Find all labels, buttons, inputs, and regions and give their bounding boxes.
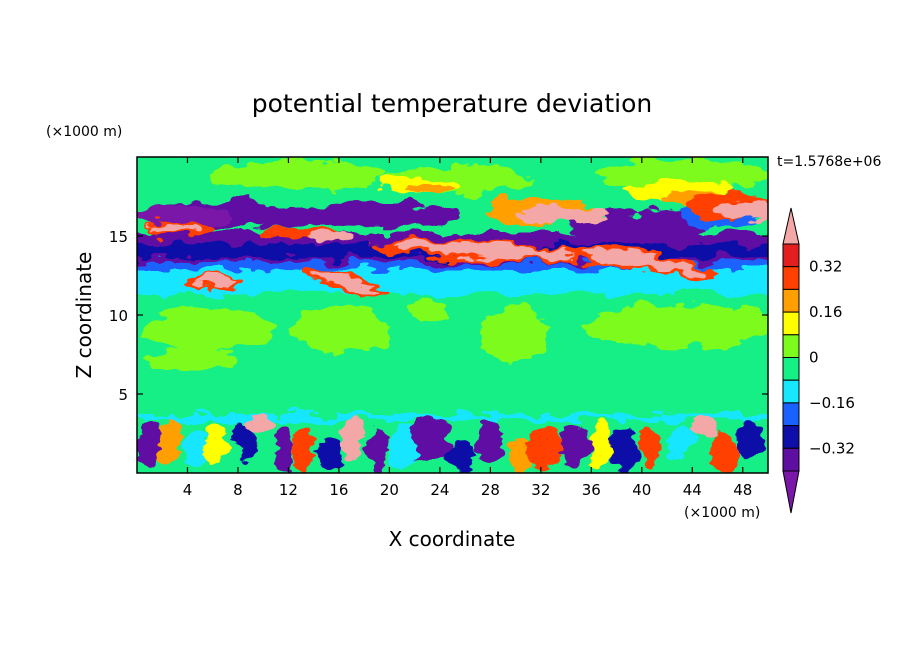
contour-blob (233, 420, 257, 460)
contour-blob (310, 270, 380, 294)
colorbar-segment (782, 402, 800, 427)
contour-blob (715, 200, 768, 220)
contour-band (137, 414, 768, 422)
contour-blob (585, 303, 768, 347)
x-axis-ticks: 4 8 12 16 20 24 28 32 36 40 44 48 (183, 157, 752, 499)
colorbar-segment (782, 311, 800, 336)
contour-band (137, 262, 768, 272)
x-tick-label: 12 (279, 481, 298, 499)
contour-blob (410, 298, 450, 322)
contour-blob (640, 430, 660, 470)
x-tick-label: 28 (481, 481, 500, 499)
colorbar-segment (782, 243, 800, 268)
x-tick-label: 32 (531, 481, 550, 499)
contour-blob (408, 183, 452, 193)
contour-blob (390, 241, 580, 259)
x-tick-label: 24 (430, 481, 449, 499)
colorbar-segment (782, 334, 800, 358)
colorbar-tick-label: −0.16 (809, 394, 855, 412)
contour-blob (561, 423, 589, 467)
y-axis-ticks: 5 10 15 (109, 228, 768, 404)
y-tick-label: 15 (109, 228, 128, 246)
contour-blob (300, 203, 460, 227)
contour-blob (250, 415, 274, 435)
contour-blob (340, 420, 364, 460)
contour-band (137, 270, 768, 294)
contour-blob (611, 428, 639, 472)
colorbar-segment (782, 357, 800, 381)
contour-blob (145, 308, 275, 352)
y-unit-label: (×1000 m) (46, 124, 122, 140)
contour-blob (588, 423, 612, 467)
x-tick-label: 48 (733, 481, 752, 499)
contour-blob (304, 232, 356, 240)
contour-blob (145, 350, 235, 370)
time-label: t=1.5768e+06 (777, 154, 881, 170)
colorbar-segment (782, 425, 800, 449)
x-tick-label: 36 (582, 481, 601, 499)
x-axis-label: X coordinate (389, 527, 516, 551)
contour-blob (666, 424, 694, 456)
contour-blob (318, 437, 342, 473)
contour-blob (290, 305, 390, 355)
contour-blob (442, 441, 478, 469)
colorbar-tick-label: 0.32 (809, 258, 842, 276)
contour-blob (480, 307, 550, 363)
contour-blob (295, 428, 315, 472)
contour-blob (527, 428, 563, 472)
colorbar-segment (782, 379, 800, 404)
x-tick-label: 44 (683, 481, 702, 499)
contour-blob (366, 430, 390, 470)
contour-blob (515, 205, 605, 225)
colorbar-bottom-arrow (782, 470, 800, 514)
contour-blob (160, 418, 180, 462)
x-tick-label: 4 (183, 481, 193, 499)
contour-blob (190, 278, 234, 288)
colorbar-segment (782, 288, 800, 313)
colorbar-tick-label: −0.32 (809, 439, 855, 457)
contour-blob (147, 223, 203, 233)
colorbar-tick-label: 0.16 (809, 303, 842, 321)
colorbar-segment (782, 447, 800, 472)
colorbar-tick-label: 0 (809, 349, 819, 367)
y-tick-label: 10 (109, 307, 128, 325)
contour-blob (410, 418, 450, 462)
contour-blob (137, 205, 230, 225)
x-tick-label: 20 (380, 481, 399, 499)
contour-blob (508, 437, 532, 473)
contour-blob (578, 251, 702, 273)
x-tick-label: 40 (632, 481, 651, 499)
contour-blob (711, 430, 739, 470)
x-unit-label: (×1000 m) (684, 505, 760, 521)
colorbar: 0.32 0.16 0 −0.16 −0.32 (782, 207, 855, 514)
x-tick-label: 8 (233, 481, 243, 499)
colorbar-top-arrow (782, 207, 800, 245)
contour-blob (275, 424, 295, 472)
x-tick-label: 16 (329, 481, 348, 499)
contour-blob (691, 418, 719, 438)
contour-blob (210, 159, 390, 191)
y-axis-label: Z coordinate (72, 252, 96, 379)
contour-blob (137, 421, 164, 469)
contour-blob (476, 418, 504, 462)
contour-blob (738, 418, 762, 462)
contour-field (137, 157, 768, 473)
y-tick-label: 5 (118, 386, 128, 404)
contour-blob (590, 159, 768, 191)
colorbar-segment (782, 266, 800, 290)
contour-blob (570, 211, 710, 239)
chart-title: potential temperature deviation (252, 89, 652, 118)
contour-blob (203, 423, 227, 467)
contour-blob (181, 432, 209, 468)
